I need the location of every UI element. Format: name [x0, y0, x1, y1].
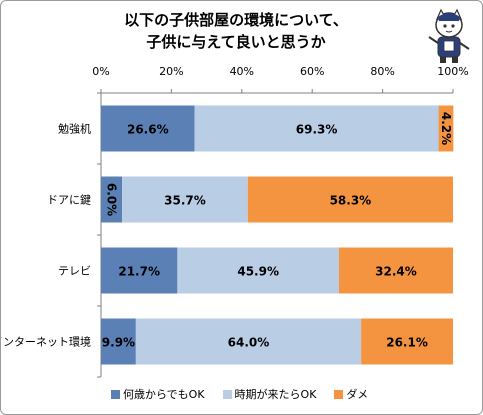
x-tick-label: 60%: [300, 65, 324, 78]
chart-title-line-1: 以下の子供部屋の環境について、: [124, 11, 348, 29]
chart-title-line-2: 子供に与えて良いと思うか: [146, 33, 326, 51]
data-label: 26.6%: [127, 123, 169, 137]
x-tick-label: 80%: [370, 65, 394, 78]
data-label: 9.9%: [102, 336, 135, 350]
bar-segment: [101, 318, 136, 365]
category-label: ドアに鍵: [47, 193, 91, 207]
data-label: 45.9%: [237, 265, 279, 279]
bar-segment: [101, 247, 178, 294]
bar-segment: [122, 176, 248, 223]
legend-item-series-3: ダメ: [334, 386, 368, 402]
data-label: 64.0%: [228, 336, 270, 350]
chart-title: 以下の子供部屋の環境について、 子供に与えて良いと思うか: [61, 9, 411, 53]
legend-label-series-3: ダメ: [346, 388, 369, 401]
legend-item-series-1: 何歳からでもOK: [111, 386, 205, 402]
category-label: インターネット環境: [1, 335, 91, 349]
data-label: 69.3%: [296, 123, 338, 137]
category-label: テレビ: [58, 265, 91, 278]
legend-label-series-1: 何歳からでもOK: [123, 388, 205, 401]
data-label: 6.0%: [105, 183, 119, 216]
mascot-logo: [428, 8, 470, 63]
bar-segment: [247, 176, 453, 223]
data-label: 32.4%: [375, 265, 417, 279]
legend-item-series-2: 時期が来たらOK: [222, 386, 317, 402]
data-label: 21.7%: [118, 265, 160, 279]
data-label: 26.1%: [386, 336, 428, 350]
legend-swatch-series-1: [111, 389, 120, 399]
data-label: 4.2%: [439, 112, 453, 145]
x-tick-label: 40%: [230, 65, 254, 78]
x-tick-label: 20%: [159, 65, 183, 78]
data-label: 35.7%: [164, 194, 206, 208]
bar-segment: [177, 247, 339, 294]
legend-swatch-series-3: [334, 389, 344, 399]
legend: 何歳からでもOK 時期が来たらOK ダメ: [111, 386, 368, 402]
bar-segment: [101, 105, 195, 152]
data-label: 58.3%: [330, 194, 372, 208]
bar-segment: [101, 176, 123, 223]
category-label: 勉強机: [58, 122, 91, 136]
legend-label-series-2: 時期が来たらOK: [234, 388, 317, 401]
bar-segment: [338, 247, 453, 294]
bar-segment: [361, 318, 453, 365]
x-tick-label: 0%: [92, 65, 109, 78]
x-tick-label: 100%: [437, 65, 468, 78]
bar-segment: [135, 318, 362, 365]
bar-segment: [194, 105, 439, 152]
bar-segment: [438, 105, 454, 152]
legend-swatch-series-2: [222, 389, 232, 399]
